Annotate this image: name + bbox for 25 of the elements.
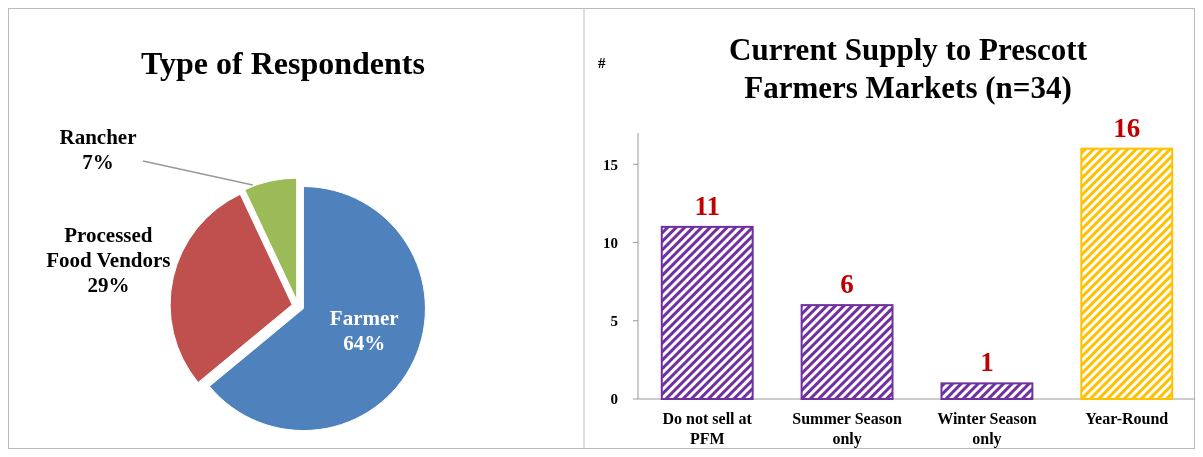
chart-title: Type of Respondents xyxy=(141,45,425,81)
bar xyxy=(1080,147,1174,400)
x-tick-label: Do not sell at PFM xyxy=(662,410,753,447)
data-label: 16 xyxy=(1113,112,1141,143)
y-tick-label: 15 xyxy=(603,156,618,173)
data-label: 64% xyxy=(343,331,386,356)
data-label: 1 xyxy=(980,347,994,378)
y-tick-label: 0 xyxy=(610,391,618,408)
x-tick-label: Winter Season only xyxy=(937,410,1037,448)
data-label: 6 xyxy=(840,269,854,300)
chart-title: Current Supply to Prescott Farmers Markets (n=34) xyxy=(729,32,1088,105)
bar xyxy=(800,304,894,400)
y-tick-label: 5 xyxy=(610,313,618,330)
data-label: 7% xyxy=(82,150,114,174)
data-label: 11 xyxy=(694,190,720,221)
slice-label: Rancher xyxy=(59,125,137,149)
x-tick-label: Year-Round xyxy=(1085,410,1169,427)
y-tick-label: 10 xyxy=(603,234,618,251)
bar xyxy=(660,225,754,400)
x-tick-label: Summer Season only xyxy=(792,410,902,448)
bar xyxy=(940,382,1034,400)
slice-label: Processed Food Vendors xyxy=(46,223,171,273)
y-axis-title: # xyxy=(598,55,606,71)
slice-label: Farmer xyxy=(329,306,399,331)
data-label: 29% xyxy=(87,273,130,298)
